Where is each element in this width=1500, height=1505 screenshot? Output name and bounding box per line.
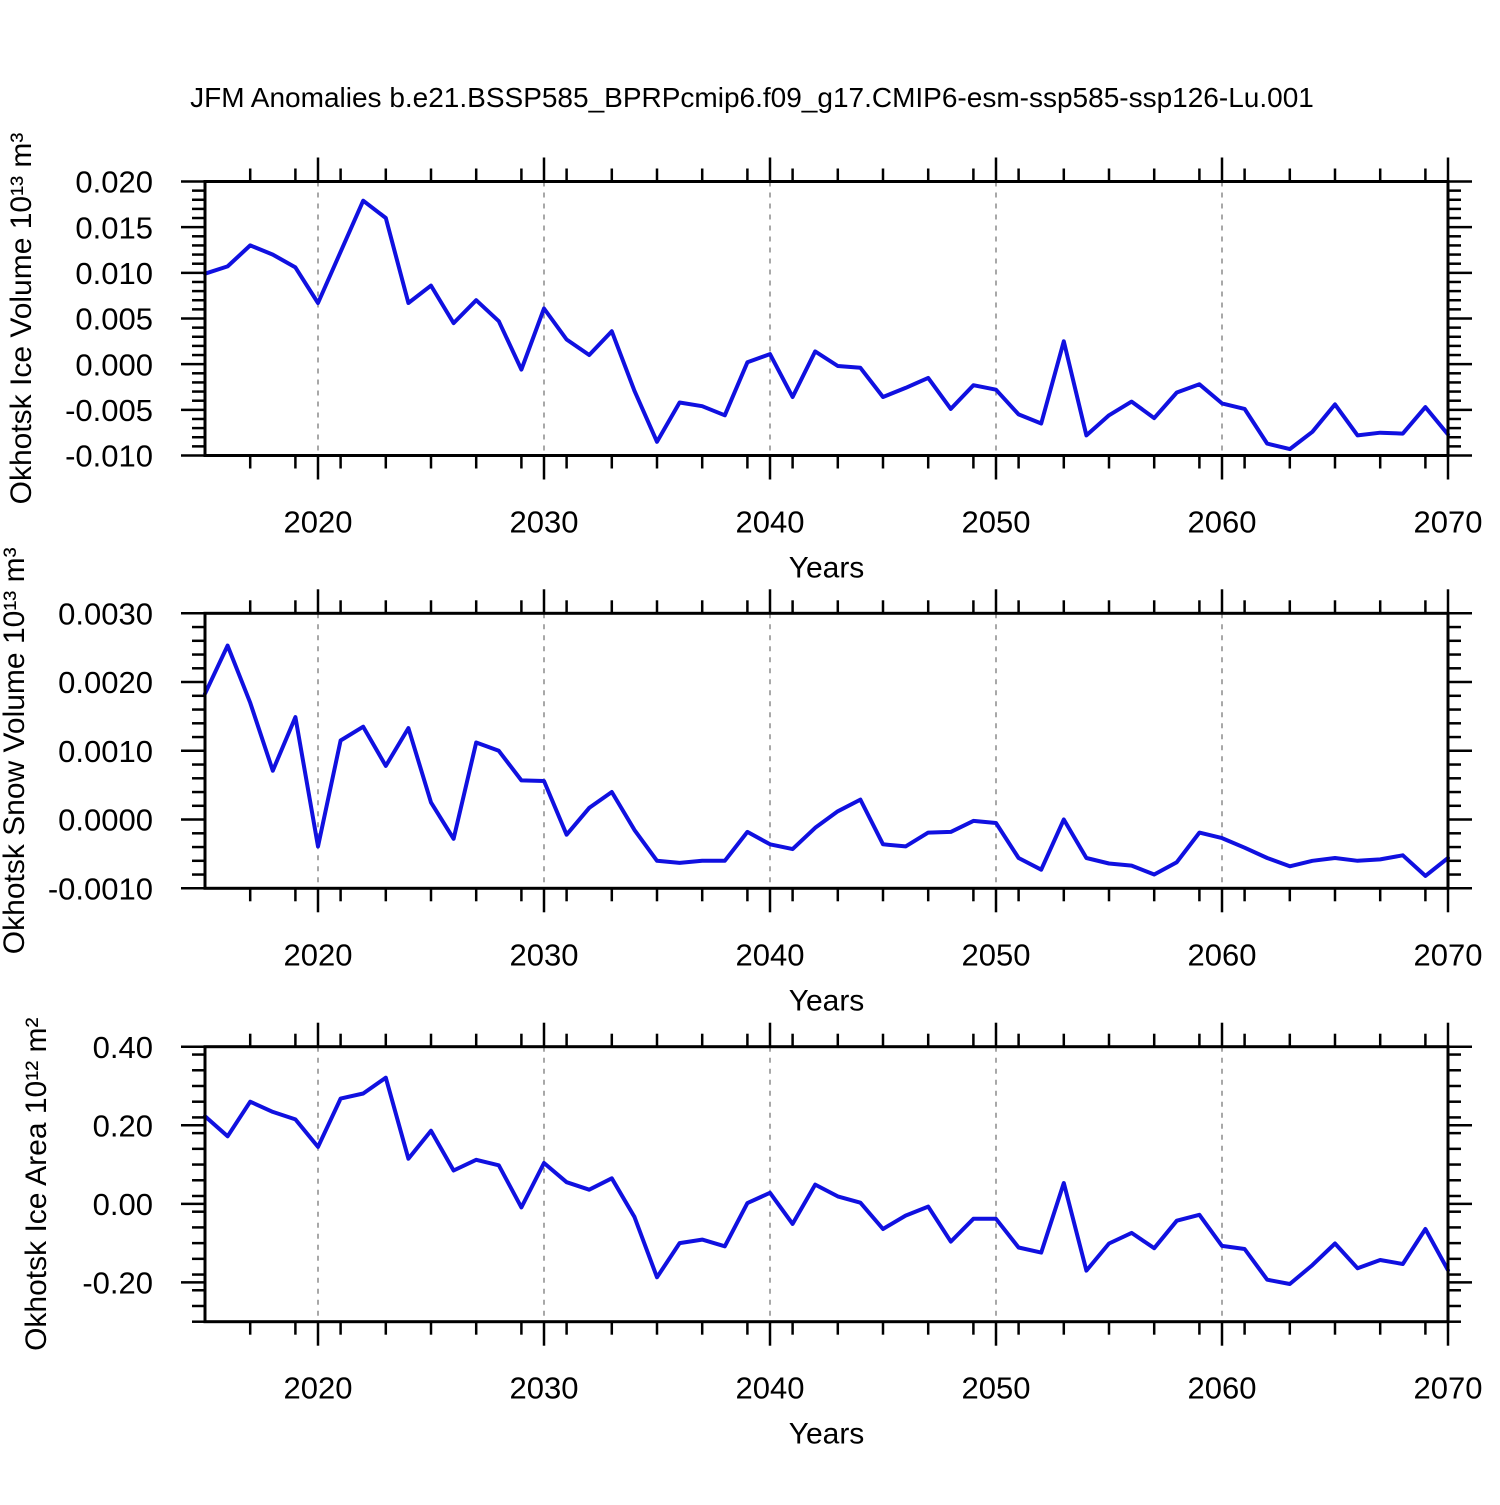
x-tick-label-2050: 2050 xyxy=(962,1371,1031,1406)
x-tick-label-2060: 2060 xyxy=(1188,1371,1257,1406)
y-axis-title-ice-area: Okhotsk Ice Area 10¹² m² xyxy=(20,1017,53,1350)
y-tick-label-0.00: 0.00 xyxy=(93,1187,153,1222)
x-tick-label-2040: 2040 xyxy=(736,937,805,972)
y-axis-title-ice-volume: Okhotsk Ice Volume 10¹³ m³ xyxy=(5,133,38,505)
y-axis-title-snow-volume: Okhotsk Snow Volume 10¹³ m³ xyxy=(0,547,31,954)
y-tick-label--0.005: -0.005 xyxy=(65,393,153,428)
y-tick-label-0.005: 0.005 xyxy=(75,302,153,337)
x-tick-label-2030: 2030 xyxy=(510,1371,579,1406)
x-tick-label-2060: 2060 xyxy=(1188,505,1257,540)
panel-ice-volume: 0.020 0.015 0.010 0.005 0.000 -0.005 -0.010 202… xyxy=(5,133,1482,585)
panel-snow-volume: 0.0030 0.0020 0.0010 0.0000 -0.0010 2020 2030 2… xyxy=(0,547,1482,1017)
y-tick-label-0.0010: 0.0010 xyxy=(58,734,153,769)
y-tick-label-0.0000: 0.0000 xyxy=(58,803,153,838)
panel-ice-area: 0.40 0.20 0.00 -0.20 2020 2030 2040 2050 2060 207… xyxy=(20,1017,1482,1450)
panels-group: 0.020 0.015 0.010 0.005 0.000 -0.005 -0.010 202… xyxy=(0,133,1482,1451)
y-tick-label-0.40: 0.40 xyxy=(93,1030,153,1065)
y-tick-label-0.015: 0.015 xyxy=(75,210,153,245)
ice-area-line xyxy=(203,1075,1450,1286)
plot-frame xyxy=(203,180,1450,457)
plot-frame xyxy=(203,1045,1450,1324)
x-tick-label-2070: 2070 xyxy=(1414,505,1483,540)
chart-title: JFM Anomalies b.e21.BSSP585_BPRPcmip6.f0… xyxy=(190,82,1314,113)
x-tick-label-2070: 2070 xyxy=(1414,937,1483,972)
x-axis-title-ice-volume: Years xyxy=(789,552,865,585)
x-tick-label-2020: 2020 xyxy=(284,937,353,972)
y-tick-label-0.0020: 0.0020 xyxy=(58,665,153,700)
x-axis-title-snow-volume: Years xyxy=(789,984,865,1017)
x-tick-label-2040: 2040 xyxy=(736,505,805,540)
snow-volume-line xyxy=(203,643,1450,878)
y-tick-label-0.000: 0.000 xyxy=(75,347,153,382)
ice-volume-line xyxy=(203,198,1450,452)
x-axis-title-ice-area: Years xyxy=(789,1418,865,1451)
x-tick-label-2020: 2020 xyxy=(284,1371,353,1406)
plot-frame xyxy=(203,611,1450,890)
x-tick-label-2060: 2060 xyxy=(1188,937,1257,972)
y-tick-label-0.010: 0.010 xyxy=(75,256,153,291)
y-tick-label--0.20: -0.20 xyxy=(82,1266,153,1301)
x-tick-label-2050: 2050 xyxy=(962,505,1031,540)
y-tick-label-0.20: 0.20 xyxy=(93,1108,153,1143)
x-tick-label-2020: 2020 xyxy=(284,505,353,540)
x-tick-label-2050: 2050 xyxy=(962,937,1031,972)
x-tick-label-2030: 2030 xyxy=(510,937,579,972)
y-tick-label-0.0030: 0.0030 xyxy=(58,596,153,631)
y-tick-label-0.020: 0.020 xyxy=(75,165,153,200)
x-tick-label-2040: 2040 xyxy=(736,1371,805,1406)
x-tick-label-2070: 2070 xyxy=(1414,1371,1483,1406)
y-tick-label--0.010: -0.010 xyxy=(65,439,153,474)
y-tick-label--0.0010: -0.0010 xyxy=(48,871,153,906)
x-tick-label-2030: 2030 xyxy=(510,505,579,540)
